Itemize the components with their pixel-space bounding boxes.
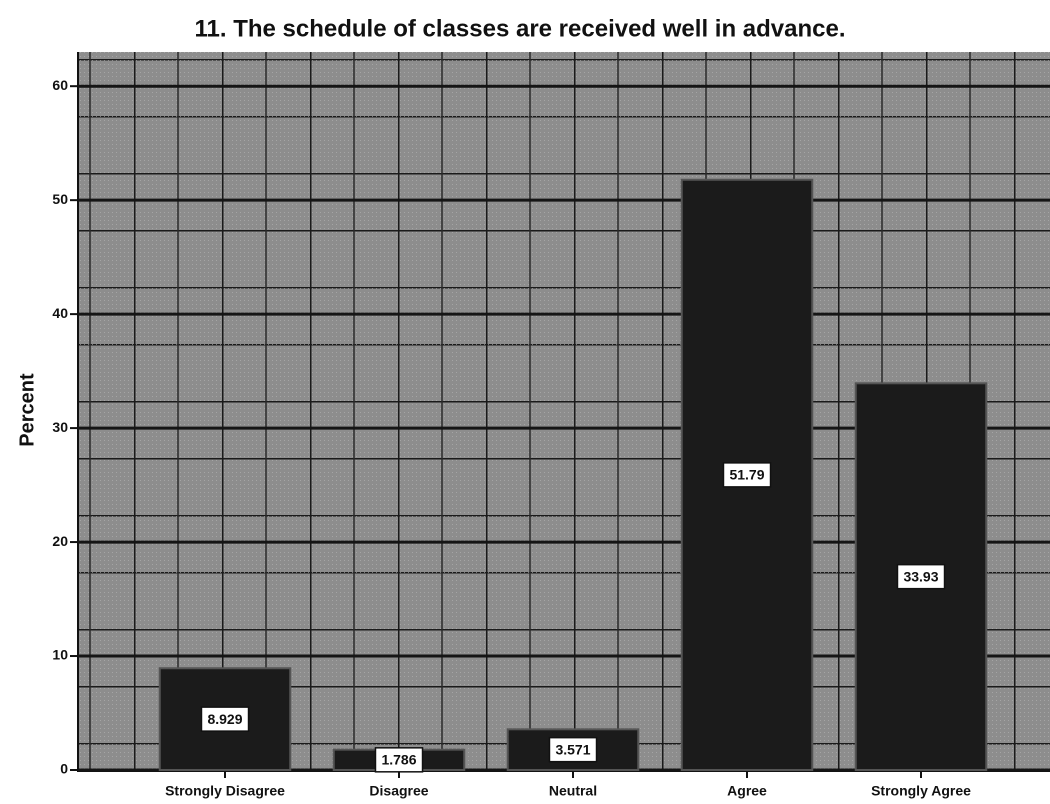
value-label: 8.929 (207, 711, 242, 727)
x-tick-label: Neutral (549, 783, 597, 799)
value-label-box (374, 747, 424, 773)
x-tick-label: Strongly Disagree (165, 783, 285, 799)
y-tick-label: 50 (52, 191, 68, 207)
y-tick-label: 20 (52, 533, 68, 549)
y-tick-label: 30 (52, 419, 68, 435)
bar (506, 728, 640, 772)
value-label: 1.786 (381, 752, 416, 768)
value-label-box (722, 462, 772, 488)
y-tick-label: 10 (52, 647, 68, 663)
y-tick-label: 40 (52, 305, 68, 321)
value-label: 3.571 (555, 741, 590, 757)
value-label: 51.79 (729, 467, 764, 483)
chart-title: 11. The schedule of classes are received… (194, 15, 845, 42)
value-label-box (896, 563, 946, 590)
x-tick-label: Disagree (369, 783, 428, 799)
value-label-box (200, 706, 250, 732)
value-label: 33.93 (903, 568, 938, 584)
y-tick-label: 0 (60, 761, 68, 777)
y-tick-label: 60 (52, 77, 68, 93)
y-axis-label: Percent (16, 373, 38, 447)
x-tick-label: Agree (727, 783, 767, 799)
x-tick-label: Strongly Agree (871, 783, 971, 799)
value-label-box (548, 736, 598, 763)
